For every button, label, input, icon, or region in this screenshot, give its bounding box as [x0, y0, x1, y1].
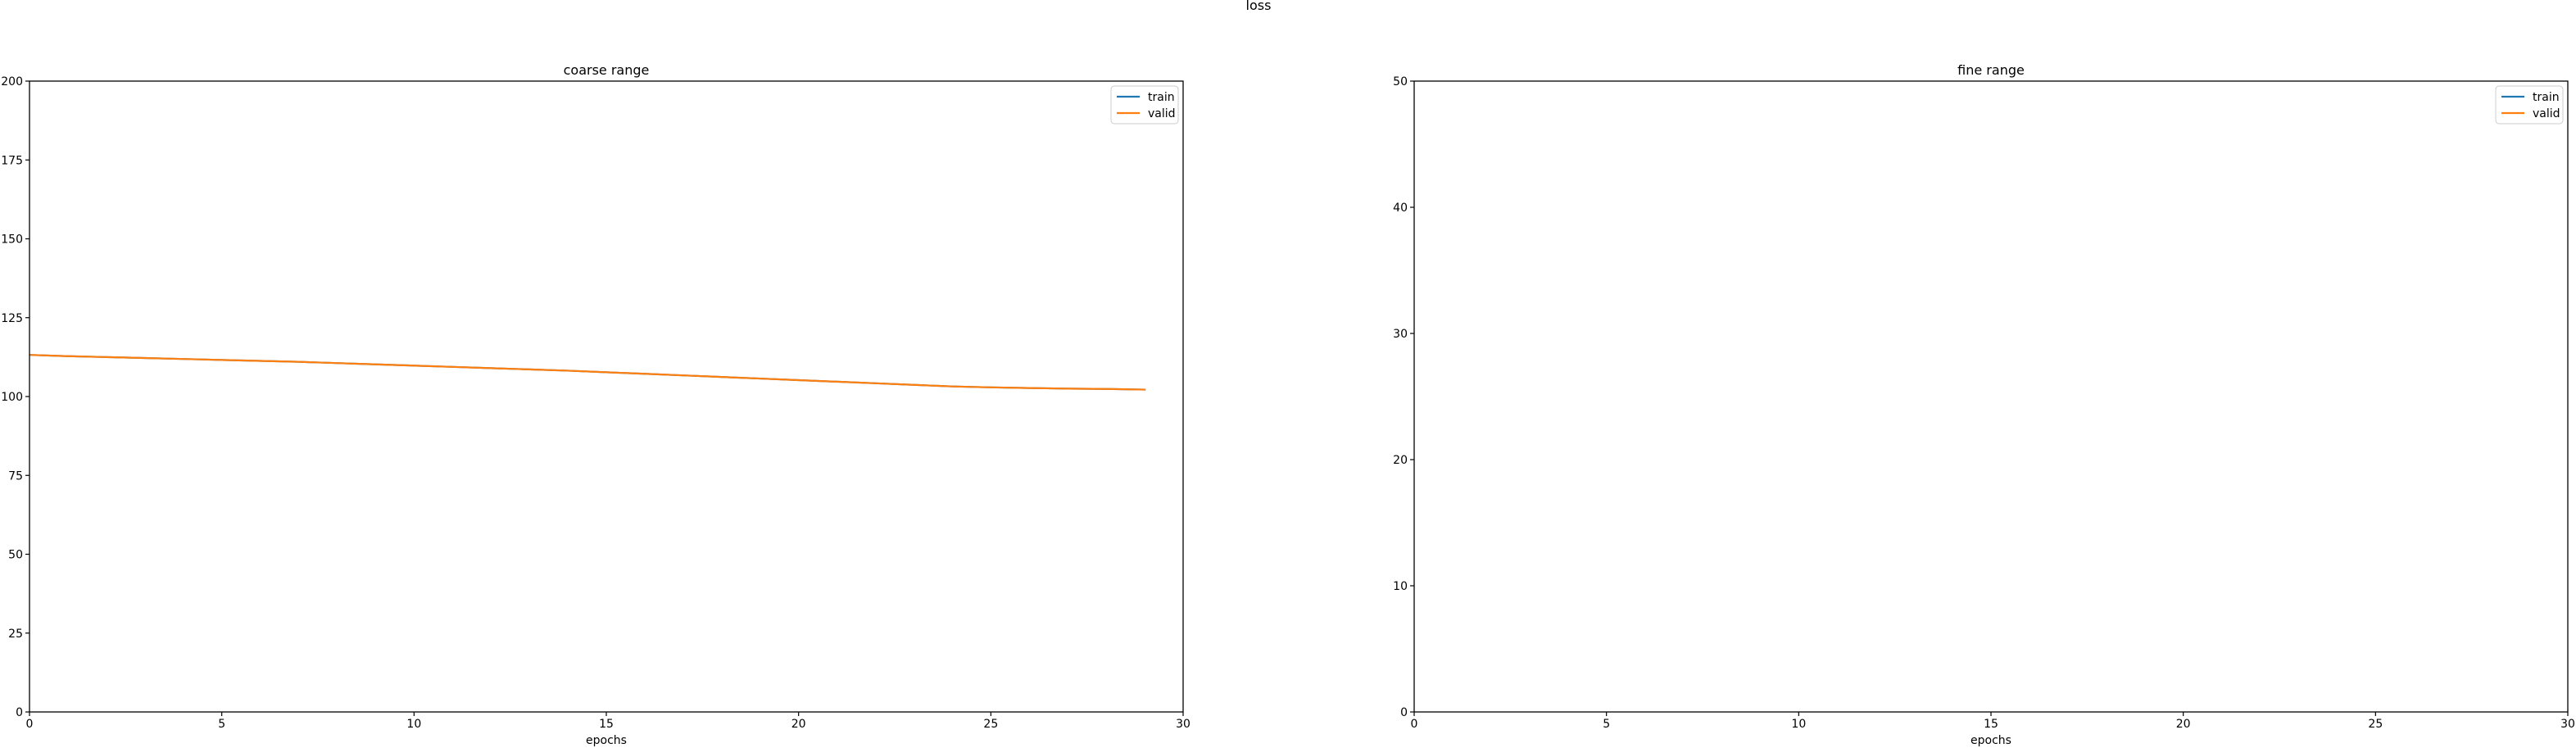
y-tick-label: 0	[16, 706, 23, 719]
y-tick-label: 175	[1, 154, 23, 167]
legend-label-train: train	[2533, 91, 2560, 104]
x-tick-label: 5	[218, 718, 225, 731]
x-tick-label: 30	[2560, 718, 2575, 731]
x-tick-label: 15	[1984, 718, 1998, 731]
y-tick-label: 75	[8, 469, 23, 483]
y-tick-label: 125	[1, 312, 23, 325]
y-tick-label: 20	[1393, 454, 1408, 467]
legend: train valid	[2495, 85, 2564, 125]
x-tick-label: 25	[983, 718, 998, 731]
series-group	[29, 354, 1146, 391]
legend-label-train: train	[1148, 91, 1175, 104]
figure-title: loss	[1246, 0, 1272, 13]
x-tick-label: 15	[599, 718, 614, 731]
x-tick-label: 20	[791, 718, 806, 731]
y-tick-label: 150	[1, 233, 23, 247]
y-tick-label: 25	[8, 628, 23, 641]
y-tick-label: 10	[1393, 580, 1408, 593]
y-tick-label: 50	[1393, 75, 1408, 88]
x-tick-label: 0	[26, 718, 34, 731]
x-tick-label: 25	[2368, 718, 2383, 731]
y-tick-label: 30	[1393, 328, 1408, 341]
y-tick-label: 0	[1400, 706, 1408, 719]
plot-title: fine range	[1957, 62, 2025, 78]
x-axis-label: epochs	[1971, 734, 2011, 747]
y-tick-label: 50	[8, 549, 23, 562]
x-tick-label: 30	[1176, 718, 1190, 731]
coarse-range-plot: coarse range epochs 0 5 10 15 20 25 30 0 25 50 75 1…	[1, 62, 1190, 747]
x-tick-label: 10	[1791, 718, 1806, 731]
legend: train valid	[1110, 85, 1179, 125]
axes-frame	[1413, 80, 2569, 713]
x-tick-label: 5	[1603, 718, 1610, 731]
legend-box	[1110, 85, 1179, 125]
y-tick-label: 200	[1, 75, 23, 88]
legend-box	[2495, 85, 2564, 125]
fine-range-plot: fine range epochs 0 5 10 15 20 25 30 0 10 20 30 40 5…	[1393, 62, 2575, 747]
legend-label-valid: valid	[2533, 107, 2560, 120]
x-axis-label: epochs	[586, 734, 627, 747]
legend-label-valid: valid	[1148, 107, 1176, 120]
x-tick-label: 0	[1411, 718, 1418, 731]
plot-title: coarse range	[564, 62, 650, 78]
x-tick-label: 20	[2176, 718, 2191, 731]
series-line-valid	[29, 354, 1146, 391]
x-tick-label: 10	[406, 718, 421, 731]
y-tick-label: 100	[1, 391, 23, 404]
y-tick-label: 40	[1393, 202, 1408, 215]
axes-frame	[29, 80, 1184, 713]
